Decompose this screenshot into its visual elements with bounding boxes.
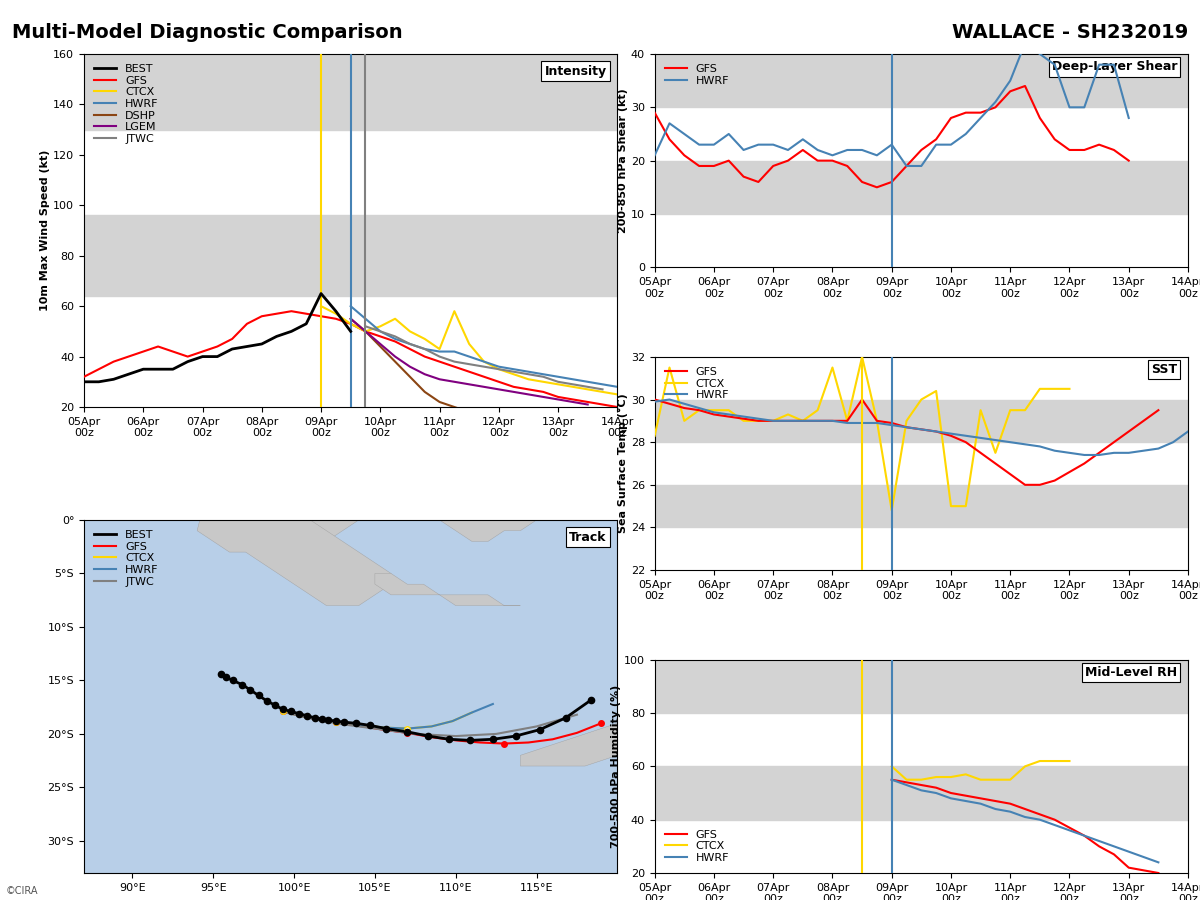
Legend: BEST, GFS, CTCX, HWRF, JTWC: BEST, GFS, CTCX, HWRF, JTWC bbox=[90, 526, 163, 591]
Polygon shape bbox=[521, 670, 779, 766]
Polygon shape bbox=[424, 466, 586, 542]
Legend: GFS, CTCX, HWRF: GFS, CTCX, HWRF bbox=[660, 363, 733, 405]
Text: Multi-Model Diagnostic Comparison: Multi-Model Diagnostic Comparison bbox=[12, 22, 403, 41]
Bar bbox=[84, 54, 617, 130]
Text: Deep-Layer Shear: Deep-Layer Shear bbox=[1052, 60, 1177, 74]
Legend: BEST, GFS, CTCX, HWRF, DSHP, LGEM, JTWC: BEST, GFS, CTCX, HWRF, DSHP, LGEM, JTWC bbox=[90, 59, 163, 148]
Bar bbox=[655, 767, 1188, 820]
Polygon shape bbox=[197, 466, 391, 606]
Y-axis label: 700-500 hPa Humidity (%): 700-500 hPa Humidity (%) bbox=[611, 685, 622, 848]
Polygon shape bbox=[617, 499, 682, 542]
Text: WALLACE - SH232019: WALLACE - SH232019 bbox=[952, 22, 1188, 41]
Legend: GFS, HWRF: GFS, HWRF bbox=[660, 59, 733, 90]
Polygon shape bbox=[374, 573, 521, 606]
Polygon shape bbox=[278, 446, 359, 542]
Text: Mid-Level RH: Mid-Level RH bbox=[1085, 666, 1177, 680]
Bar bbox=[655, 160, 1188, 214]
Bar bbox=[655, 660, 1188, 713]
Text: ©CIRA: ©CIRA bbox=[6, 886, 38, 896]
Y-axis label: Sea Surface Temp (°C): Sea Surface Temp (°C) bbox=[618, 393, 628, 534]
Legend: GFS, CTCX, HWRF: GFS, CTCX, HWRF bbox=[660, 825, 733, 868]
Bar bbox=[655, 54, 1188, 107]
Bar bbox=[655, 485, 1188, 527]
Bar bbox=[655, 400, 1188, 442]
Text: SST: SST bbox=[1151, 364, 1177, 376]
Bar bbox=[84, 215, 617, 296]
Text: Track: Track bbox=[569, 531, 607, 544]
Text: Intensity: Intensity bbox=[545, 65, 607, 77]
Y-axis label: 200-850 hPa Shear (kt): 200-850 hPa Shear (kt) bbox=[618, 88, 628, 233]
Y-axis label: 10m Max Wind Speed (kt): 10m Max Wind Speed (kt) bbox=[41, 149, 50, 311]
